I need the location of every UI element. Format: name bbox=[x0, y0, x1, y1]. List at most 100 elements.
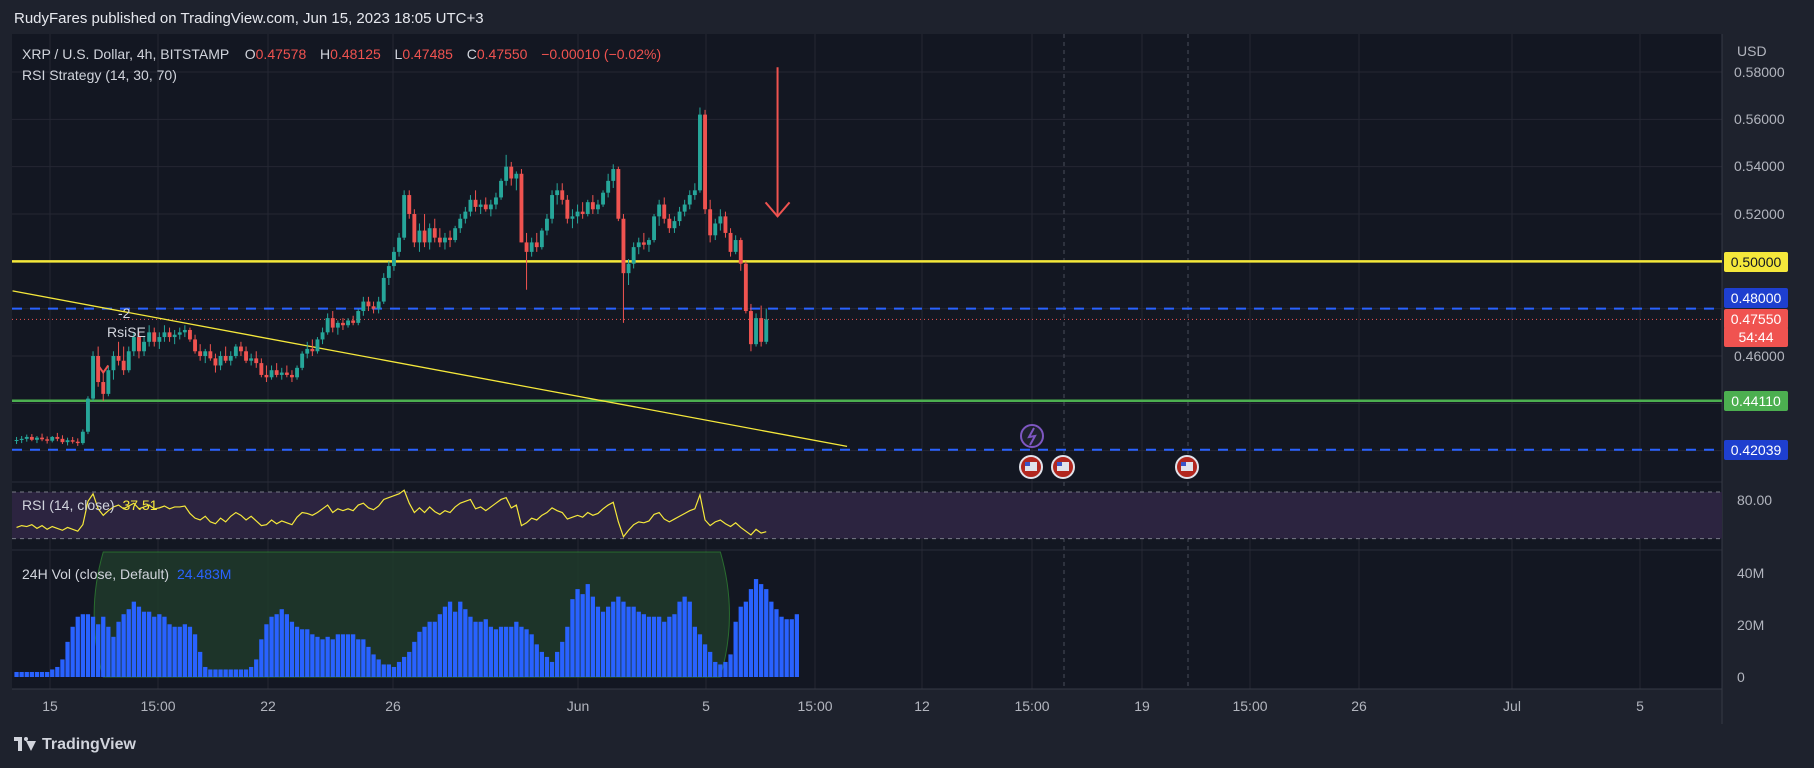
volume-value: 24.483M bbox=[176, 566, 232, 582]
volume-legend[interactable]: 24H Vol (close, Default) 24.483M bbox=[22, 566, 231, 582]
us-event-icon-flag bbox=[1025, 462, 1037, 471]
volume-bar bbox=[269, 616, 274, 677]
candle-body bbox=[606, 180, 611, 193]
candle-body bbox=[682, 204, 687, 212]
volume-bar bbox=[585, 584, 590, 677]
volume-bar bbox=[351, 634, 356, 677]
candle-body bbox=[504, 166, 509, 181]
candle-body bbox=[488, 204, 493, 210]
volume-bar bbox=[371, 654, 376, 677]
candle-body bbox=[708, 209, 713, 236]
tradingview-logo[interactable]: TradingView bbox=[14, 736, 136, 754]
us-event-icon-flag bbox=[1181, 462, 1193, 471]
candle-body bbox=[463, 211, 468, 219]
candle-body bbox=[70, 440, 75, 442]
candle-body bbox=[142, 341, 146, 352]
volume-bar bbox=[75, 616, 80, 677]
candle-body bbox=[198, 351, 203, 356]
volume-bar bbox=[361, 639, 366, 677]
candle-body bbox=[121, 360, 126, 371]
candle-body bbox=[626, 263, 631, 274]
time-label: 15:00 bbox=[797, 698, 833, 714]
candle-body bbox=[279, 372, 284, 375]
candle-body bbox=[749, 311, 753, 345]
volume-bar bbox=[519, 626, 524, 677]
volume-bar bbox=[555, 651, 560, 677]
strategy-label[interactable]: RSI Strategy (14, 30, 70) bbox=[22, 67, 177, 83]
volume-bar bbox=[14, 671, 19, 677]
currency-label: USD bbox=[1737, 43, 1767, 59]
volume-bar bbox=[616, 596, 621, 677]
candle-body bbox=[24, 436, 29, 439]
legend-close: 0.47550 bbox=[476, 46, 528, 62]
volume-bar bbox=[238, 669, 244, 677]
candle-body bbox=[228, 356, 233, 361]
volume-bar bbox=[289, 621, 295, 677]
candle-body bbox=[101, 382, 106, 394]
candle-body bbox=[657, 204, 662, 217]
candle-body bbox=[35, 437, 39, 440]
volume-bar bbox=[498, 626, 504, 677]
volume-bar bbox=[417, 631, 422, 677]
us-event-icon-flag-canton bbox=[1057, 462, 1062, 466]
candle-body bbox=[677, 211, 682, 222]
candle-body bbox=[19, 438, 24, 441]
candle-body bbox=[223, 356, 228, 361]
candle-body bbox=[611, 169, 616, 181]
candle-body bbox=[325, 318, 330, 333]
time-label: 12 bbox=[914, 698, 930, 714]
candle-body bbox=[514, 173, 519, 179]
rsi-value: 37.51 bbox=[122, 497, 158, 513]
time-label: 22 bbox=[260, 698, 276, 714]
volume-bar bbox=[651, 616, 657, 677]
chart-canvas[interactable] bbox=[0, 34, 1814, 724]
time-label: Jul bbox=[1503, 698, 1521, 714]
candle-body bbox=[616, 169, 621, 219]
volume-bar bbox=[529, 634, 534, 677]
candle-body bbox=[376, 301, 381, 309]
price-tick: 0.56000 bbox=[1734, 111, 1785, 127]
volume-bar bbox=[172, 626, 177, 677]
volume-bar bbox=[784, 619, 789, 677]
volume-axis-label: 0 bbox=[1737, 669, 1745, 685]
price-tag-support: 0.44110 bbox=[1724, 391, 1788, 411]
volume-bar bbox=[340, 634, 346, 677]
volume-bar bbox=[682, 596, 687, 677]
volume-bar bbox=[606, 606, 611, 677]
candle-body bbox=[580, 211, 585, 214]
volume-bar bbox=[182, 624, 187, 677]
candle-body bbox=[652, 216, 656, 241]
candle-body bbox=[478, 204, 483, 207]
volume-bar bbox=[381, 664, 386, 677]
candle-body bbox=[386, 266, 391, 278]
volume-bar bbox=[753, 579, 759, 677]
candle-body bbox=[213, 358, 218, 366]
rsi-legend[interactable]: RSI (14, close) 37.51 bbox=[22, 497, 158, 513]
volume-bar bbox=[667, 616, 672, 677]
candle-body bbox=[473, 199, 478, 207]
candle-body bbox=[233, 346, 238, 356]
legend-h-label: H bbox=[320, 46, 331, 62]
volume-bar bbox=[249, 666, 254, 677]
candle-body bbox=[494, 197, 498, 205]
volume-bar bbox=[759, 584, 764, 677]
volume-bar bbox=[330, 639, 335, 677]
volume-bar bbox=[733, 621, 738, 677]
volume-bar bbox=[595, 606, 601, 677]
volume-bar bbox=[764, 589, 769, 677]
candle-body bbox=[218, 356, 223, 366]
candle-body bbox=[188, 329, 192, 340]
candle-body bbox=[453, 228, 458, 241]
volume-bar bbox=[483, 619, 488, 677]
volume-bar bbox=[335, 634, 340, 677]
legend-l-label: L bbox=[394, 46, 403, 62]
volume-bar bbox=[106, 626, 111, 677]
time-label: 26 bbox=[1351, 698, 1367, 714]
legend-change: −0.00010 (−0.02%) bbox=[541, 46, 662, 62]
candle-body bbox=[759, 318, 764, 342]
time-label: Jun bbox=[566, 698, 590, 714]
volume-bar bbox=[728, 654, 733, 677]
volume-bar bbox=[488, 626, 493, 677]
volume-bar bbox=[325, 636, 330, 677]
volume-bar bbox=[320, 639, 325, 677]
